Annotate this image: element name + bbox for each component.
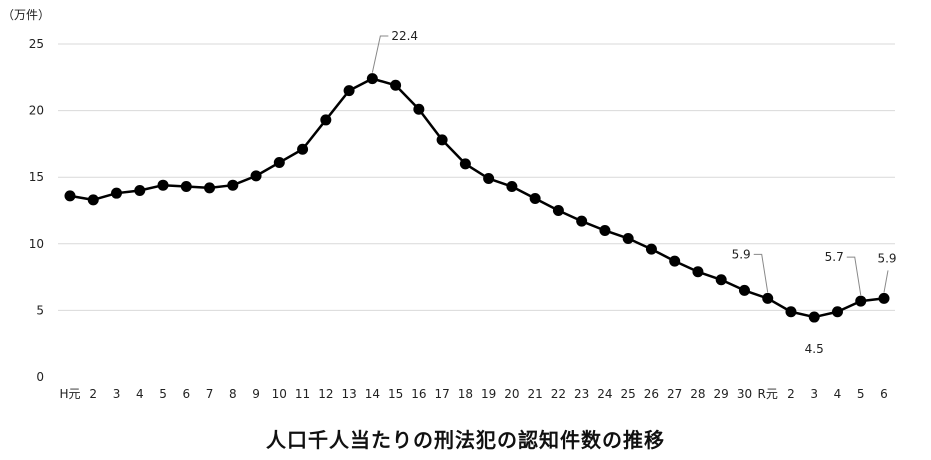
x-tick-label: R元 bbox=[758, 387, 778, 401]
x-tick-label: 24 bbox=[597, 387, 612, 401]
chart-title: 人口千人当たりの刑法犯の認知件数の推移 bbox=[266, 428, 665, 452]
data-point bbox=[273, 157, 285, 169]
annotation-leader bbox=[753, 253, 769, 293]
annotation-leader-lines bbox=[371, 35, 889, 296]
data-point bbox=[738, 284, 750, 296]
data-point bbox=[390, 79, 402, 91]
x-tick-label: 4 bbox=[834, 387, 842, 401]
data-point bbox=[64, 190, 76, 202]
x-tick-label: 17 bbox=[434, 387, 449, 401]
data-label: 22.4 bbox=[391, 29, 418, 43]
annotation-leader bbox=[371, 35, 389, 73]
x-tick-label: 21 bbox=[528, 387, 543, 401]
annotation-leader bbox=[883, 270, 889, 293]
data-point bbox=[855, 295, 867, 307]
x-tick-label: 3 bbox=[113, 387, 121, 401]
data-point bbox=[111, 187, 123, 199]
data-label: 5.9 bbox=[732, 247, 751, 261]
data-point bbox=[529, 193, 541, 205]
annotation-leader bbox=[846, 256, 862, 296]
y-tick-label: 10 bbox=[29, 237, 44, 251]
data-point bbox=[669, 255, 681, 267]
x-tick-label: 10 bbox=[272, 387, 287, 401]
data-point bbox=[297, 143, 309, 155]
data-points bbox=[64, 73, 890, 323]
x-tick-label: 9 bbox=[252, 387, 260, 401]
data-point bbox=[808, 311, 820, 323]
x-tick-label: 2 bbox=[787, 387, 795, 401]
x-tick-label: 23 bbox=[574, 387, 589, 401]
x-tick-label: 7 bbox=[206, 387, 214, 401]
data-point bbox=[343, 85, 355, 97]
x-tick-label: 26 bbox=[644, 387, 659, 401]
data-point bbox=[552, 205, 564, 216]
x-tick-label: 22 bbox=[551, 387, 566, 401]
data-point bbox=[250, 170, 262, 182]
data-point bbox=[599, 224, 611, 236]
x-tick-label: 15 bbox=[388, 387, 403, 401]
series-line bbox=[69, 77, 885, 319]
x-tick-label: 18 bbox=[458, 387, 473, 401]
x-tick-label: H元 bbox=[59, 387, 80, 401]
x-tick-label: 14 bbox=[365, 387, 380, 401]
data-point bbox=[134, 185, 146, 197]
y-axis-unit-label: （万件） bbox=[2, 8, 50, 22]
x-tick-label: 30 bbox=[737, 387, 752, 401]
data-point bbox=[715, 274, 727, 286]
y-tick-label: 5 bbox=[36, 303, 44, 317]
x-tick-label: 5 bbox=[857, 387, 865, 401]
data-point bbox=[436, 134, 448, 146]
grid-lines bbox=[58, 43, 895, 311]
data-point bbox=[506, 181, 518, 193]
y-tick-label: 25 bbox=[29, 37, 44, 51]
x-tick-label: 19 bbox=[481, 387, 496, 401]
data-point bbox=[878, 292, 890, 304]
data-label: 5.9 bbox=[877, 251, 896, 265]
data-point bbox=[831, 306, 843, 318]
data-point bbox=[87, 194, 99, 206]
y-axis-ticks: 0 5 10 15 20 25 bbox=[29, 37, 44, 384]
data-point bbox=[227, 179, 239, 191]
x-tick-label: 12 bbox=[318, 387, 333, 401]
data-point bbox=[483, 173, 495, 185]
x-tick-label: 16 bbox=[411, 387, 426, 401]
data-label: 5.7 bbox=[825, 250, 844, 264]
data-point bbox=[413, 103, 425, 115]
data-point bbox=[204, 182, 216, 194]
data-point bbox=[762, 292, 774, 304]
data-label: 4.5 bbox=[805, 342, 824, 356]
x-tick-label: 8 bbox=[229, 387, 237, 401]
x-tick-label: 27 bbox=[667, 387, 682, 401]
data-point bbox=[157, 179, 169, 191]
x-tick-label: 29 bbox=[714, 387, 729, 401]
y-tick-label: 0 bbox=[36, 370, 44, 384]
data-point bbox=[785, 306, 797, 318]
x-tick-label: 4 bbox=[136, 387, 144, 401]
x-tick-label: 20 bbox=[504, 387, 519, 401]
x-tick-label: 6 bbox=[182, 387, 190, 401]
x-tick-label: 11 bbox=[295, 387, 310, 401]
x-tick-label: 5 bbox=[159, 387, 167, 401]
data-point bbox=[366, 73, 378, 85]
data-point bbox=[320, 114, 332, 126]
y-tick-label: 20 bbox=[29, 104, 44, 118]
x-tick-label: 13 bbox=[341, 387, 356, 401]
data-point bbox=[645, 243, 657, 255]
x-tick-label: 25 bbox=[621, 387, 636, 401]
data-point bbox=[459, 158, 471, 170]
x-tick-label: 6 bbox=[880, 387, 888, 401]
y-tick-label: 15 bbox=[29, 170, 44, 184]
x-tick-label: 2 bbox=[89, 387, 97, 401]
x-tick-label: 3 bbox=[810, 387, 818, 401]
x-tick-label: 28 bbox=[690, 387, 705, 401]
data-annotations: 22.4 5.9 4.5 5.7 5.9 bbox=[391, 29, 896, 356]
data-point bbox=[692, 266, 704, 278]
x-axis-ticks: H元 2 3 4 5 6 7 8 9 10 11 12 13 14 15 16 17 18 19 20 21 22 23 24… bbox=[59, 387, 887, 401]
data-point bbox=[622, 232, 634, 244]
data-point bbox=[576, 215, 588, 227]
data-point bbox=[180, 181, 192, 193]
